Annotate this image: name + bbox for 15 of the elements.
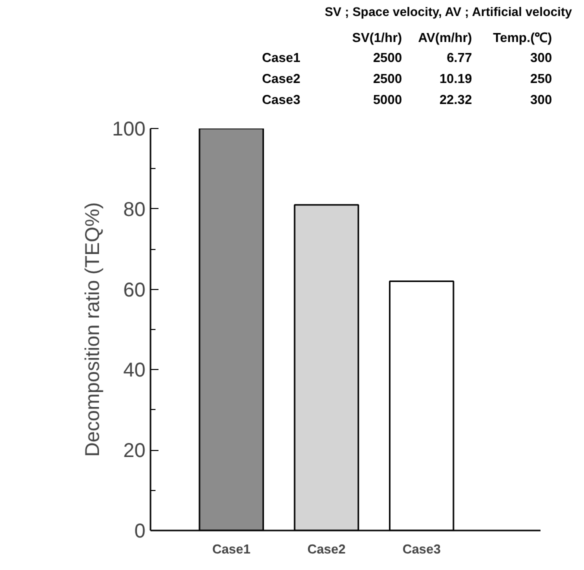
y-tick-label: 100: [112, 118, 146, 140]
text: SV ; Space velocity, AV ; Artificial velocity: [324, 4, 572, 21]
text: Case2 2500 10.19 250: [262, 70, 552, 86]
y-axis-title: Decomposition ratio (TEQ%): [82, 202, 104, 457]
text: SV(1/hr) AV(m/hr) Temp.(℃): [352, 30, 552, 45]
x-tick-label: Case1: [212, 542, 251, 556]
x-tick-label: Case2: [307, 542, 346, 556]
text: Case3 5000 22.32 300: [262, 92, 552, 107]
x-tick-label: Case3: [402, 542, 441, 556]
y-tick-label: 20: [123, 440, 146, 462]
y-tick-label: 40: [123, 360, 146, 382]
y-tick-label: 80: [123, 198, 146, 221]
y-tick-label: 60: [123, 279, 146, 302]
y-tick-label: 0: [134, 520, 146, 542]
text: Case1 2500 6.77 300: [262, 50, 552, 66]
